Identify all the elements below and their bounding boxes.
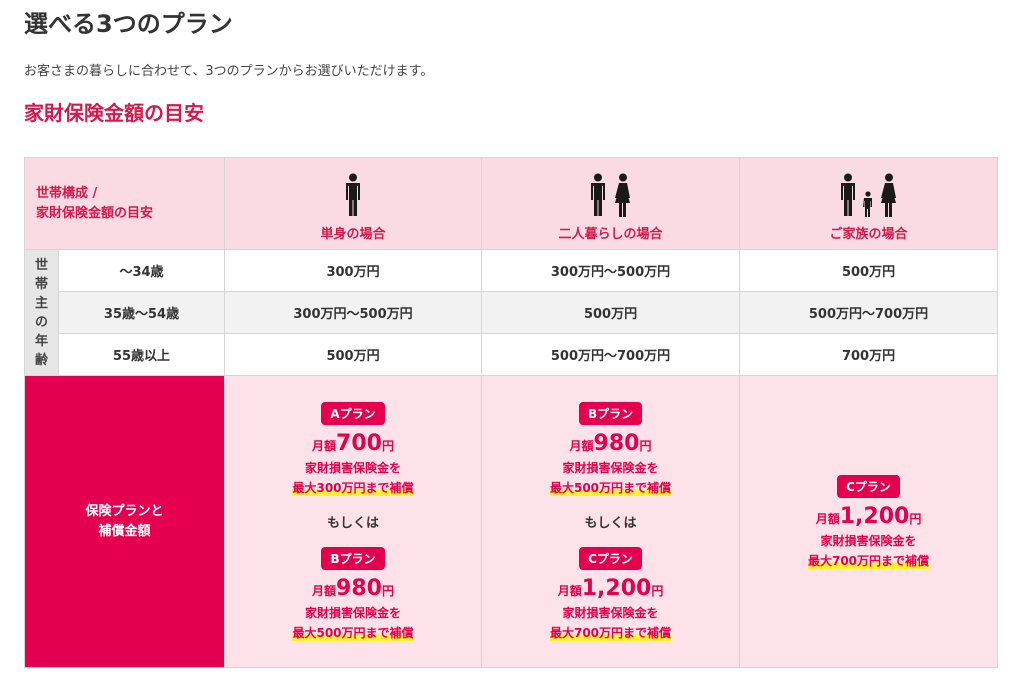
table-row: 世 帯 主 の 年 齢 ～34歳 300万円 300万円～500万円 500万円 [24, 249, 999, 376]
header-family: ご家族の場合 [739, 157, 999, 250]
plan-cover: 最大700万円まで補償 [549, 624, 672, 641]
plan-desc: 家財損害保険金を [820, 533, 917, 548]
header-family-label: ご家族の場合 [829, 227, 908, 242]
section-subtitle: 家財保険金額の目安 [24, 101, 204, 125]
age-group-label: 世 帯 主 の 年 齢 [24, 249, 59, 376]
table-row: 55歳以上 500万円 500万円～700万円 700万円 [25, 333, 999, 376]
page-intro: お客さまの暮らしに合わせて、3つのプランからお選びいただけます。 [24, 64, 434, 79]
plan-desc: 家財損害保険金を [305, 461, 402, 475]
corner-cell: 世帯構成 / 家財保険金額の目安 [23, 157, 226, 250]
header-single: 単身の場合 [224, 157, 483, 250]
plan-badge: Bプラン [578, 402, 643, 425]
plan-price: 月額980円 [312, 576, 394, 601]
plan-option: Bプラン 月額980円 家財損害保険金を 最大500万円まで補償 [225, 547, 481, 641]
single-person-icon [346, 173, 361, 216]
plan-option: Cプラン 月額1,200円 家財損害保険金を 最大700万円まで補償 [482, 547, 739, 641]
family-icon [740, 165, 997, 217]
plan-badge: Aプラン [321, 402, 385, 425]
corner-line-1: 世帯構成 / [36, 185, 98, 201]
plan-cell-couple: Bプラン 月額980円 家財損害保険金を 最大500万円まで補償 もしくは Cプ… [481, 375, 741, 668]
plan-option: Bプラン 月額980円 家財損害保険金を 最大500万円まで補償 [482, 402, 739, 496]
plan-badge: Cプラン [837, 474, 900, 498]
plan-option: Cプラン 月額1,200円 家財損害保険金を 最大700万円まで補償 [740, 474, 997, 569]
amount-cell: 500万円 [224, 333, 483, 376]
amount-cell: 700万円 [739, 333, 999, 376]
plan-price: 月額1,200円 [815, 503, 922, 529]
plan-table: 世帯構成 / 家財保険金額の目安 単身の場合 [23, 157, 999, 668]
plan-cover: 最大700万円まで補償 [807, 551, 930, 569]
amount-cell: 500万円～700万円 [739, 291, 999, 334]
plan-badge: Bプラン [321, 547, 385, 570]
table-row: 35歳～54歳 300万円～500万円 500万円 500万円～700万円 [25, 291, 999, 334]
age-cell: 55歳以上 [57, 333, 226, 376]
page-title: 選べる3つのプラン [24, 10, 233, 38]
plan-cell-single: Aプラン 月額700円 家財損害保険金を 最大300万円まで補償 もしくは Bプ… [224, 375, 483, 668]
plan-cover: 最大500万円まで補償 [292, 624, 414, 641]
age-cell: 35歳～54歳 [57, 291, 226, 334]
amount-cell: 300万円 [224, 249, 483, 292]
plan-badge: Cプラン [579, 547, 642, 570]
plan-desc: 家財損害保険金を [562, 461, 659, 475]
couple-icon [482, 165, 739, 217]
corner-line-2: 家財保険金額の目安 [36, 205, 154, 221]
plan-cover: 最大500万円まで補償 [549, 479, 672, 496]
or-text: もしくは [327, 516, 380, 531]
header-single-label: 単身の場合 [320, 227, 386, 242]
amount-cell: 500万円 [739, 249, 999, 292]
plan-price: 月額1,200円 [557, 576, 664, 601]
amount-cell: 500万円 [481, 291, 741, 334]
plan-price: 月額980円 [569, 431, 652, 456]
plan-desc: 家財損害保険金を [562, 606, 659, 620]
header-couple: 二人暮らしの場合 [481, 157, 741, 250]
amount-cell: 300万円～500万円 [224, 291, 483, 334]
table-header-row: 世帯構成 / 家財保険金額の目安 単身の場合 [23, 157, 999, 250]
header-couple-label: 二人暮らしの場合 [558, 227, 663, 242]
amount-cell: 500万円～700万円 [481, 333, 741, 376]
plan-cover: 最大300万円まで補償 [292, 479, 414, 496]
plan-price: 月額700円 [312, 431, 394, 456]
amount-cell: 300万円～500万円 [481, 249, 741, 292]
or-text: もしくは [584, 516, 637, 531]
plan-row-label: 保険プランと 補償金額 [23, 375, 226, 668]
plan-desc: 家財損害保険金を [305, 606, 402, 620]
plan-option: Aプラン 月額700円 家財損害保険金を 最大300万円まで補償 [225, 402, 481, 496]
age-cell: ～34歳 [57, 249, 226, 292]
plan-cell-family: Cプラン 月額1,200円 家財損害保険金を 最大700万円まで補償 [739, 375, 999, 668]
plan-row: 保険プランと 補償金額 Aプラン 月額700円 家財損害保険金を 最大300万円… [23, 375, 999, 668]
